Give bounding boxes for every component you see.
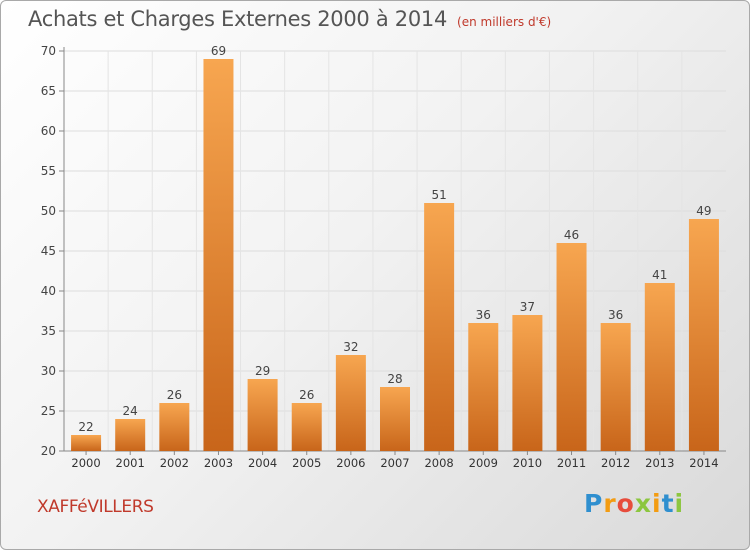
x-tick-label: 2007 bbox=[380, 456, 409, 470]
x-tick-label: 2010 bbox=[513, 456, 542, 470]
x-tick-label: 2008 bbox=[424, 456, 453, 470]
data-label: 28 bbox=[387, 372, 402, 386]
bar-2011 bbox=[556, 243, 587, 451]
data-label: 24 bbox=[123, 404, 138, 418]
data-label: 32 bbox=[343, 340, 358, 354]
y-tick-label: 70 bbox=[41, 44, 56, 58]
y-tick-label: 35 bbox=[41, 324, 56, 338]
x-tick-label: 2006 bbox=[336, 456, 365, 470]
y-tick-label: 50 bbox=[41, 204, 56, 218]
x-tick-label: 2004 bbox=[248, 456, 277, 470]
bar-2000 bbox=[71, 435, 102, 451]
y-tick-label: 60 bbox=[41, 124, 56, 138]
title-text: Achats et Charges Externes 2000 à 2014 bbox=[28, 7, 448, 31]
data-label: 26 bbox=[299, 388, 314, 402]
y-tick-label: 45 bbox=[41, 244, 56, 258]
y-tick-label: 25 bbox=[41, 404, 56, 418]
bar-2001 bbox=[115, 419, 146, 451]
bar-2010 bbox=[512, 315, 543, 451]
x-tick-label: 2009 bbox=[469, 456, 498, 470]
data-label: 22 bbox=[78, 420, 93, 434]
bar-2004 bbox=[247, 379, 278, 451]
data-label: 36 bbox=[476, 308, 491, 322]
x-tick-label: 2013 bbox=[645, 456, 674, 470]
y-tick-label: 40 bbox=[41, 284, 56, 298]
x-tick-label: 2002 bbox=[160, 456, 189, 470]
chart-title: Achats et Charges Externes 2000 à 2014 (e… bbox=[28, 7, 551, 31]
labels: 20 25 30 35 40 45 50 55 60 65 70 22 2000 24 2001 26 2002… bbox=[41, 44, 719, 470]
x-tick-label: 2003 bbox=[204, 456, 233, 470]
x-tick-label: 2012 bbox=[601, 456, 630, 470]
data-label: 26 bbox=[167, 388, 182, 402]
unit-note: (en milliers d'€) bbox=[457, 15, 552, 29]
y-tick-label: 20 bbox=[41, 444, 56, 458]
y-tick-label: 65 bbox=[41, 84, 56, 98]
bar-2014 bbox=[688, 219, 719, 451]
bar-2009 bbox=[468, 323, 499, 451]
bar-2008 bbox=[424, 203, 455, 451]
bar-2003 bbox=[203, 59, 234, 451]
data-label: 51 bbox=[431, 188, 446, 202]
data-label: 36 bbox=[608, 308, 623, 322]
y-tick-label: 55 bbox=[41, 164, 56, 178]
bar-2002 bbox=[159, 403, 190, 451]
data-label: 49 bbox=[696, 204, 711, 218]
bar-2006 bbox=[335, 355, 366, 451]
bar-2013 bbox=[644, 283, 675, 451]
bars bbox=[71, 59, 719, 451]
bar-2012 bbox=[600, 323, 631, 451]
data-label: 37 bbox=[520, 300, 535, 314]
x-tick-label: 2014 bbox=[689, 456, 718, 470]
proxiti-logo: Proxiti bbox=[584, 489, 685, 518]
data-label: 41 bbox=[652, 268, 667, 282]
x-tick-label: 2011 bbox=[557, 456, 586, 470]
y-tick-label: 30 bbox=[41, 364, 56, 378]
commune-name: XAFFéVILLERS bbox=[37, 497, 154, 517]
x-tick-label: 2005 bbox=[292, 456, 321, 470]
bar-2005 bbox=[291, 403, 322, 451]
x-tick-label: 2000 bbox=[71, 456, 100, 470]
x-tick-label: 2001 bbox=[116, 456, 145, 470]
data-label: 69 bbox=[211, 44, 226, 58]
data-label: 29 bbox=[255, 364, 270, 378]
data-label: 46 bbox=[564, 228, 579, 242]
bar-2007 bbox=[380, 387, 410, 451]
